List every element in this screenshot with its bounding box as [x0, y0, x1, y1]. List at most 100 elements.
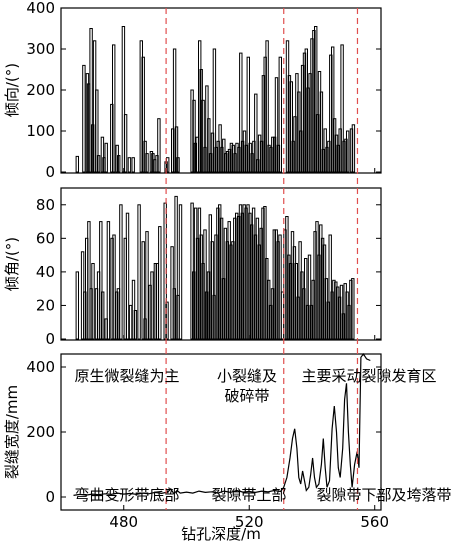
x-ticks: 480 520 560 — [109, 168, 389, 531]
panel1-bar-59 — [235, 142, 239, 173]
y-ticks: 0 100 200 300 400 0 20 40 60 80 0 200 400 — [26, 0, 381, 506]
panel2-bar-67 — [242, 204, 246, 340]
panel1-bar-13 — [112, 44, 116, 173]
panel1-bar-23 — [145, 153, 149, 173]
panel2-bar-4 — [87, 221, 91, 340]
panel1-bars — [75, 26, 356, 173]
panel2-bar-43 — [197, 207, 202, 340]
panel1-bar-47 — [212, 48, 217, 173]
panel2-bar-20 — [128, 304, 133, 340]
panel2-bar-70 — [248, 212, 252, 340]
panel1-bar-30 — [166, 157, 170, 173]
panel2-bar-31 — [158, 226, 162, 340]
panel1-bar-67 — [250, 153, 254, 173]
divider-lines — [165, 8, 359, 510]
panel3-ytick-label: 400 — [26, 358, 55, 376]
panel2-bar-23 — [137, 204, 141, 340]
panel2-bar-69 — [246, 204, 250, 340]
panel2-ytick-label: 0 — [45, 330, 55, 348]
x-axis-label: 钻孔深度/m — [181, 525, 261, 543]
panel1-bar-18 — [127, 157, 132, 173]
panel2-bar-65 — [238, 204, 243, 340]
panel2-bar-62 — [233, 217, 237, 340]
panel1-bar-66 — [248, 142, 252, 173]
panel2-bar-66 — [240, 212, 245, 340]
panel1-bar-44 — [207, 118, 211, 173]
panel2-bar-40 — [192, 271, 196, 340]
panel2-bar-6 — [91, 263, 95, 340]
panel2-bar-13 — [110, 237, 114, 340]
crack-width-line — [73, 352, 371, 496]
panel1-bar-17 — [123, 114, 128, 173]
panel1-ytick-label: 400 — [26, 0, 55, 17]
panel2-bar-99 — [304, 258, 308, 340]
panel1-bar-11 — [104, 142, 108, 173]
panel1-bar-63 — [242, 130, 247, 173]
panel2-ytick-label: 60 — [36, 229, 55, 247]
panel1-bar-52 — [222, 138, 226, 173]
panel1-bar-40 — [199, 69, 203, 173]
panel1-bar-107 — [331, 46, 335, 173]
panel2-bar-26 — [145, 231, 149, 340]
panel2-bars — [75, 195, 355, 340]
panel1-bar-21 — [141, 56, 145, 173]
panel2-ytick-label: 80 — [36, 196, 55, 214]
panel2-bar-118 — [339, 284, 344, 340]
panel3-line-group — [73, 352, 371, 496]
panel1-bar-15 — [117, 155, 121, 173]
panel2-bar-50 — [210, 241, 214, 340]
zone-label-mining-fracture-zone: 主要采动裂隙发育区 — [301, 367, 436, 385]
panel1-bar-34 — [176, 157, 180, 173]
zone-label-fracture-zone-upper: 裂隙带上部 — [211, 486, 286, 504]
panel1-bar-86 — [291, 140, 295, 173]
panel1-bar-92 — [302, 52, 307, 173]
panel1-bar-53 — [224, 153, 228, 173]
panel1-bar-8 — [96, 155, 101, 173]
panel2-bar-58 — [225, 241, 230, 340]
panel2-bar-48 — [206, 271, 211, 340]
zone-label-fracture-zone-lower-caving: 裂隙带下部及垮落带 — [316, 486, 451, 504]
panel2-ytick-label: 40 — [36, 263, 55, 281]
panel3-ylabel: 裂缝宽度/mm — [3, 385, 21, 479]
panel2-bar-2 — [83, 291, 87, 340]
panel1-bar-27 — [155, 155, 159, 173]
panel2-bar-124 — [351, 278, 355, 340]
panel2-bar-19 — [125, 212, 130, 340]
panel2-bar-71 — [250, 224, 254, 340]
panel2-bar-96 — [298, 241, 302, 340]
panel1-bar-82 — [278, 56, 283, 173]
panel1-bar-28 — [157, 118, 161, 173]
panel1-bar-117 — [351, 124, 356, 173]
xtick-label: 560 — [360, 513, 389, 531]
xtick-label: 520 — [235, 513, 264, 531]
panel2-bar-42 — [195, 237, 200, 340]
panel1-bar-98 — [314, 26, 318, 173]
panel2-bar-36 — [174, 195, 178, 340]
panel1-bar-5 — [91, 124, 95, 173]
panel1-bar-65 — [246, 56, 251, 173]
panel1-bar-101 — [319, 91, 324, 173]
zone-label-bending-zone-bottom: 弯曲变形带底部 — [74, 486, 179, 504]
panel1-bar-31 — [171, 128, 175, 173]
panel3-ytick-label: 200 — [26, 423, 55, 441]
panel2-bar-59 — [227, 221, 231, 340]
panel1-bar-12 — [110, 103, 114, 173]
zone-label-small-fractures: 小裂缝及 — [217, 367, 277, 385]
panel2-bar-54 — [218, 204, 222, 340]
panel2-bar-22 — [133, 310, 138, 340]
panel1-bar-115 — [346, 130, 350, 173]
panel1-bar-0 — [75, 155, 79, 173]
panel1-ytick-label: 0 — [45, 163, 55, 181]
panel2-bar-21 — [131, 279, 136, 340]
panel2-bar-5 — [89, 288, 93, 340]
panel2-bar-9 — [99, 221, 103, 340]
panel2-bar-53 — [216, 207, 220, 340]
panel2-bar-28 — [150, 271, 154, 340]
panel1-bar-19 — [131, 157, 135, 173]
panel2-bar-14 — [112, 234, 116, 340]
panel2-frame — [60, 187, 382, 341]
panel1-bar-49 — [216, 140, 220, 173]
panel1-bar-69 — [254, 93, 258, 173]
panel2-bar-52 — [214, 234, 218, 340]
